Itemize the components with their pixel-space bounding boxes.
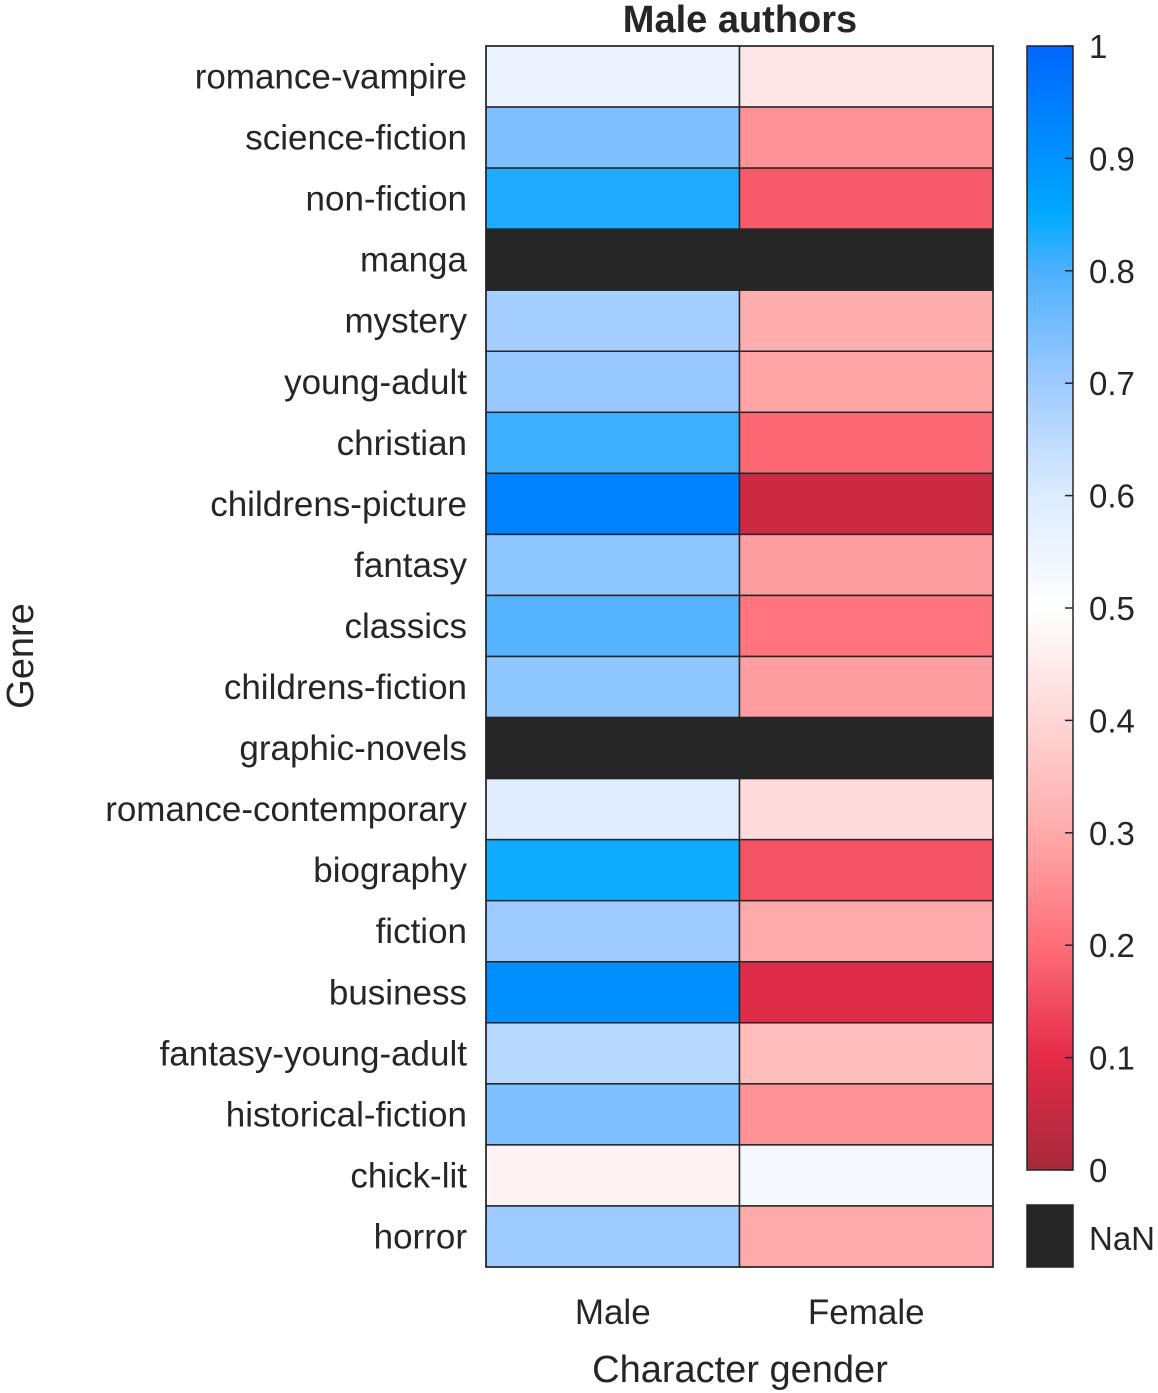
y-tick-label: romance-vampire xyxy=(195,58,467,97)
heatmap-cell xyxy=(738,1022,994,1085)
heatmap-cell xyxy=(738,228,994,291)
heatmap-cell xyxy=(485,716,741,780)
colorbar-nan-swatch xyxy=(1026,1204,1074,1268)
heatmap-cell xyxy=(485,1022,741,1085)
heatmap-cell xyxy=(738,655,994,719)
heatmap-cell xyxy=(738,1205,994,1268)
colorbar-tick-label: 0.2 xyxy=(1089,927,1135,964)
heatmap-cell xyxy=(485,289,741,353)
y-tick-label: science-fiction xyxy=(245,119,467,158)
colorbar-tick-label: 0.1 xyxy=(1089,1040,1135,1077)
colorbar-tick-label: 0 xyxy=(1089,1152,1107,1189)
heatmap-cell xyxy=(485,1205,741,1268)
y-tick-label: biography xyxy=(313,851,467,890)
y-tick-label: fiction xyxy=(376,912,467,951)
plot-frame xyxy=(485,45,994,1268)
colorbar-tick-label: 0.8 xyxy=(1089,253,1135,290)
heatmap-cell xyxy=(485,1083,741,1146)
y-tick-label: chick-lit xyxy=(350,1156,467,1195)
heatmap-cell xyxy=(738,1083,994,1146)
x-tick-labels: Male Female xyxy=(575,1293,925,1332)
colorbar-tick-label: 0.3 xyxy=(1089,815,1135,852)
heatmap-cell xyxy=(738,167,994,230)
heatmap-cell xyxy=(485,106,741,169)
heatmap-cell xyxy=(738,1144,994,1207)
y-tick-label: fantasy xyxy=(354,546,467,585)
y-tick-label: childrens-fiction xyxy=(224,668,467,707)
heatmap-cell xyxy=(485,1144,741,1207)
heatmap-cell xyxy=(738,533,994,597)
heatmap-cell xyxy=(738,106,994,169)
y-tick-label: manga xyxy=(360,241,468,280)
heatmap-cell xyxy=(485,594,741,658)
heatmap-cell xyxy=(738,899,994,963)
y-tick-label: horror xyxy=(374,1217,468,1256)
heatmap-cell xyxy=(485,411,741,475)
y-tick-label: christian xyxy=(337,424,467,463)
colorbar-tick-label: 0.6 xyxy=(1089,478,1135,515)
heatmap-cell xyxy=(485,350,741,414)
heatmap-cell xyxy=(485,899,741,963)
heatmap-cell xyxy=(738,45,994,108)
heatmap-cells xyxy=(485,45,994,1268)
heatmap-cell xyxy=(485,838,741,902)
heatmap-cell xyxy=(485,228,741,291)
heatmap-cell xyxy=(485,777,741,841)
heatmap-cell xyxy=(738,838,994,902)
heatmap-cell xyxy=(738,961,994,1024)
colorbar-tick-label: 0.7 xyxy=(1089,365,1135,402)
colorbar-tick-label: 0.5 xyxy=(1089,590,1135,627)
y-tick-label: fantasy-young-adult xyxy=(160,1034,468,1073)
x-tick-label: Male xyxy=(575,1293,651,1332)
heatmap-cell xyxy=(485,961,741,1024)
heatmap-cell xyxy=(738,289,994,353)
x-axis-label: Character gender xyxy=(592,1349,888,1391)
heatmap-cell xyxy=(738,594,994,658)
heatmap-cell xyxy=(738,472,994,536)
heatmap-cell xyxy=(738,411,994,475)
heatmap-cell xyxy=(485,45,741,108)
y-tick-label: non-fiction xyxy=(306,180,467,219)
y-tick-label: young-adult xyxy=(284,363,467,402)
y-tick-label: business xyxy=(329,973,467,1012)
chart-title: Male authors xyxy=(623,0,857,41)
y-tick-labels: romance-vampire science-fiction non-fictio… xyxy=(105,58,467,1257)
heatmap-cell xyxy=(738,350,994,414)
heatmap-cell xyxy=(485,472,741,536)
heatmap-cell xyxy=(485,167,741,230)
y-tick-label: romance-contemporary xyxy=(105,790,467,829)
colorbar-tick-label: 1 xyxy=(1089,28,1107,65)
y-tick-label: childrens-picture xyxy=(210,485,467,524)
heatmap-cell xyxy=(485,533,741,597)
x-tick-label: Female xyxy=(808,1293,925,1332)
y-tick-label: classics xyxy=(344,607,467,646)
y-tick-label: mystery xyxy=(345,302,468,341)
y-axis-label: Genre xyxy=(0,603,42,709)
colorbar-tick-label: 0.4 xyxy=(1089,702,1135,739)
heatmap-cell xyxy=(738,716,994,780)
heatmap-cell xyxy=(485,655,741,719)
colorbar: NaN 0 0.1 0.2 0.3 0.4 0.5 0.6 0.7 0.8 0.9 1 xyxy=(1026,28,1155,1268)
colorbar-tick-label: 0.9 xyxy=(1089,140,1135,177)
heatmap-cell xyxy=(738,777,994,841)
y-tick-label: graphic-novels xyxy=(239,729,467,768)
y-tick-label: historical-fiction xyxy=(226,1095,467,1134)
colorbar-nan-label: NaN xyxy=(1089,1220,1155,1257)
